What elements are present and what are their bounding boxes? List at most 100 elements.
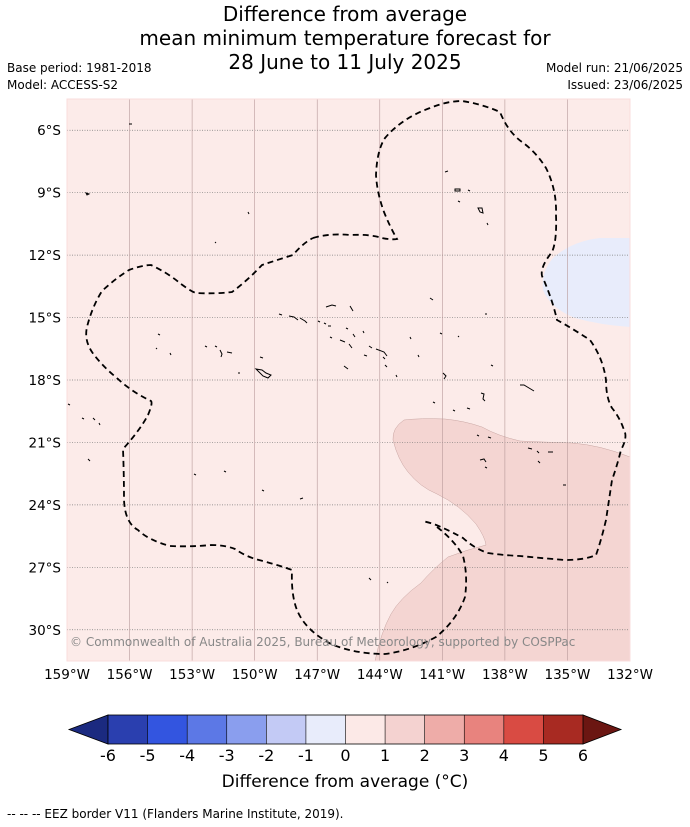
meta-left: Base period: 1981-2018 Model: ACCESS-S2 <box>7 60 152 94</box>
lon-tick-label: 144°W <box>357 667 403 683</box>
island-outline <box>339 339 353 349</box>
colorbar-swatch <box>305 715 346 744</box>
colorbar-swatch <box>503 715 544 744</box>
island-outline <box>362 330 388 357</box>
island-outline <box>457 200 461 203</box>
lat-tick-label: 12°S <box>29 248 62 264</box>
lat-tick-label: 9°S <box>37 186 61 202</box>
island-outline <box>317 320 331 327</box>
base-period: Base period: 1981-2018 <box>7 61 152 75</box>
model-name: Model: ACCESS-S2 <box>7 78 119 92</box>
island-outline <box>368 577 389 584</box>
island-outline <box>363 354 386 360</box>
island-outline <box>87 458 227 476</box>
colorbar-label: Difference from average (°C) <box>221 772 469 792</box>
eez-border <box>312 100 627 561</box>
lon-tick-label: 159°W <box>44 667 90 683</box>
colorbar-swatch <box>543 715 584 744</box>
island-outline <box>247 211 250 215</box>
colorbar-tick-label: -3 <box>219 746 235 765</box>
island-outline <box>261 489 304 500</box>
lon-tick-label: 135°W <box>545 667 591 683</box>
title-line-2: mean minimum temperature forecast for <box>139 26 551 50</box>
islands <box>67 123 566 584</box>
island-outline <box>477 207 484 214</box>
island-outline <box>325 304 337 308</box>
anomaly-region-warm <box>374 418 631 662</box>
island-outline <box>537 460 566 486</box>
island-outline <box>85 192 91 196</box>
island-outline <box>254 368 272 379</box>
forecast-map: © Commonwealth of Australia 2025, Bureau… <box>29 98 653 765</box>
anomaly-region-cool <box>542 238 630 327</box>
lat-tick-label: 18°S <box>29 373 62 389</box>
island-outline <box>384 354 420 378</box>
colorbar-extend-high <box>582 714 623 745</box>
lon-tick-label: 147°W <box>294 667 340 683</box>
island-outline <box>299 317 308 324</box>
island-outline <box>155 333 172 356</box>
issued-date: Issued: 23/06/2025 <box>567 78 683 92</box>
island-outline <box>67 403 101 426</box>
colorbar-swatch <box>345 715 386 744</box>
colorbar-swatch <box>266 715 307 744</box>
lon-tick-label: 153°W <box>169 667 215 683</box>
island-outline <box>288 315 299 321</box>
island-outline <box>278 313 283 316</box>
lon-tick-label: 141°W <box>419 667 465 683</box>
island-outline <box>429 297 434 301</box>
lat-tick-label: 15°S <box>29 311 62 327</box>
island-outline <box>520 384 535 392</box>
island-outline <box>479 458 488 469</box>
colorbar-swatch <box>226 715 267 744</box>
island-outline <box>204 345 223 358</box>
island-outline <box>467 189 471 192</box>
island-outline <box>442 372 447 380</box>
meta-right: Model run: 21/06/2025 Issued: 23/06/2025 <box>546 60 683 94</box>
title-line-1: Difference from average <box>222 2 468 26</box>
colorbar-tick-label: -4 <box>179 746 195 765</box>
island-outline <box>238 356 264 374</box>
colorbar-tick-label: 0 <box>340 746 350 765</box>
island-outline <box>444 170 449 173</box>
colorbar-extend-low <box>67 714 109 745</box>
colorbar-tick-label: 1 <box>380 746 390 765</box>
lon-tick-label: 132°W <box>607 667 653 683</box>
lat-tick-label: 21°S <box>29 435 62 451</box>
island-outline <box>329 336 333 339</box>
island-outline <box>527 447 553 454</box>
island-outline <box>343 365 349 370</box>
colorbar: -6 -5 -4 -3 -2 -1 0 1 2 3 4 5 6 <box>67 714 623 765</box>
colorbar-tick-label: -1 <box>298 746 314 765</box>
island-outline <box>345 327 356 338</box>
copyright-notice: © Commonwealth of Australia 2025, Bureau… <box>70 635 575 649</box>
title-line-3: 28 June to 11 July 2025 <box>228 50 462 74</box>
longitude-labels: 159°W 156°W 153°W 150°W 147°W 144°W 141°W 138°W… <box>44 667 653 683</box>
island-outline <box>486 222 489 226</box>
island-outline <box>226 351 233 354</box>
colorbar-tick-label: -6 <box>100 746 116 765</box>
island-outline <box>454 188 461 192</box>
island-outline <box>214 241 217 244</box>
lon-tick-label: 138°W <box>482 667 528 683</box>
map-title: Difference from average mean minimum tem… <box>0 2 690 74</box>
model-run: Model run: 21/06/2025 <box>545 61 683 75</box>
colorbar-tick-label: 3 <box>459 746 469 765</box>
eez-border-south <box>85 237 468 655</box>
colorbar-tick-label: 4 <box>499 746 509 765</box>
colorbar-tick-label: 2 <box>420 746 430 765</box>
eez-footnote: -- -- -- EEZ border V11 (Flanders Marine… <box>7 807 344 821</box>
island-outline <box>409 332 460 340</box>
lat-tick-label: 27°S <box>29 560 62 576</box>
colorbar-tick-label: -5 <box>140 746 156 765</box>
colorbar-tick-label: -2 <box>258 746 274 765</box>
island-outline <box>476 434 492 439</box>
colorbar-tick-label: 6 <box>578 746 588 765</box>
island-outline <box>432 401 471 412</box>
lon-tick-label: 156°W <box>107 667 153 683</box>
island-outline <box>349 305 354 312</box>
latitude-labels: 6°S 9°S 12°S 15°S 18°S 21°S 24°S 27°S 30°S <box>29 123 62 639</box>
colorbar-swatch <box>108 715 148 744</box>
colorbar-tick-label: 5 <box>538 746 548 765</box>
colorbar-swatch <box>385 715 425 744</box>
